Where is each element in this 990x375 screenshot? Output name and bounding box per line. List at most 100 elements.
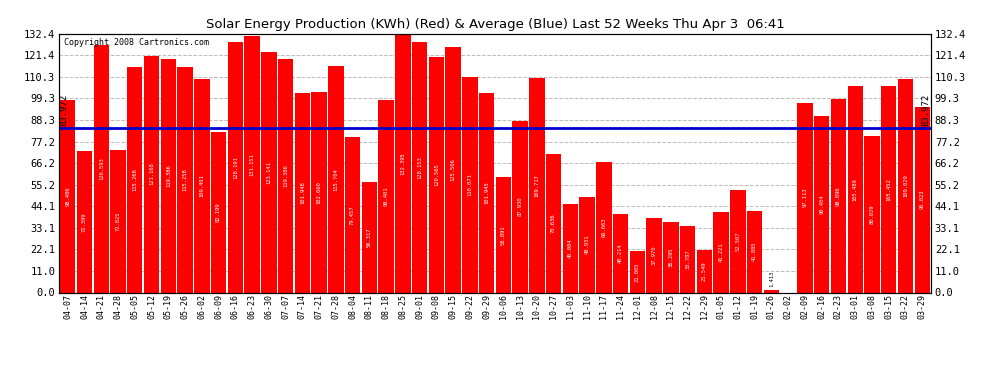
Text: 58.891: 58.891: [501, 225, 506, 245]
Text: 105.489: 105.489: [852, 178, 857, 201]
Bar: [747, 211, 762, 292]
Bar: [395, 34, 411, 292]
Bar: [496, 177, 511, 292]
Bar: [429, 57, 445, 292]
Bar: [228, 42, 243, 292]
Bar: [513, 121, 528, 292]
Text: 128.191: 128.191: [233, 156, 238, 178]
Text: 102.660: 102.660: [317, 181, 322, 204]
Text: 109.401: 109.401: [199, 174, 204, 197]
Bar: [312, 92, 327, 292]
Text: 121.168: 121.168: [149, 163, 154, 186]
Bar: [814, 116, 830, 292]
Text: 56.317: 56.317: [367, 228, 372, 247]
Bar: [110, 150, 126, 292]
Bar: [714, 212, 729, 292]
Bar: [412, 42, 428, 292]
Text: 126.593: 126.593: [99, 158, 104, 180]
Bar: [261, 52, 276, 292]
Text: 119.386: 119.386: [165, 165, 171, 187]
Text: 101.948: 101.948: [300, 182, 305, 204]
Text: 120.565: 120.565: [434, 164, 439, 186]
Bar: [763, 290, 779, 292]
Text: 83.972: 83.972: [922, 94, 931, 126]
Bar: [446, 47, 460, 292]
Bar: [596, 162, 612, 292]
Text: 98.486: 98.486: [65, 186, 70, 206]
Bar: [847, 86, 863, 292]
Bar: [630, 252, 645, 292]
Bar: [60, 100, 75, 292]
Bar: [697, 251, 712, 292]
Text: 98.896: 98.896: [836, 186, 841, 206]
Bar: [378, 100, 394, 292]
Text: 132.395: 132.395: [400, 152, 405, 174]
Text: Copyright 2008 Cartronics.com: Copyright 2008 Cartronics.com: [63, 38, 209, 46]
Bar: [211, 132, 227, 292]
Text: 131.151: 131.151: [249, 153, 254, 176]
Bar: [530, 78, 544, 292]
Bar: [278, 59, 293, 292]
Text: 98.401: 98.401: [383, 187, 389, 206]
Bar: [345, 137, 360, 292]
Text: 21.005: 21.005: [635, 262, 640, 282]
Bar: [680, 226, 695, 292]
Text: 109.029: 109.029: [903, 175, 908, 197]
Bar: [545, 154, 561, 292]
Text: 123.141: 123.141: [266, 161, 271, 183]
Text: 119.386: 119.386: [283, 165, 288, 187]
Text: 41.221: 41.221: [719, 243, 724, 262]
Text: 109.717: 109.717: [535, 174, 540, 196]
Text: 97.113: 97.113: [803, 188, 808, 207]
Bar: [881, 86, 896, 292]
Text: 87.930: 87.930: [518, 197, 523, 216]
Bar: [361, 183, 377, 292]
Bar: [328, 66, 344, 292]
Bar: [613, 214, 629, 292]
Text: 105.452: 105.452: [886, 178, 891, 201]
Text: 37.970: 37.970: [651, 246, 656, 265]
Text: 115.704: 115.704: [334, 168, 339, 191]
Bar: [898, 80, 913, 292]
Text: 1.413: 1.413: [769, 270, 774, 287]
Bar: [915, 107, 930, 292]
Text: 52.507: 52.507: [736, 231, 741, 251]
Title: Solar Energy Production (KWh) (Red) & Average (Blue) Last 52 Weeks Thu Apr 3  06: Solar Energy Production (KWh) (Red) & Av…: [206, 18, 784, 31]
Bar: [479, 93, 494, 292]
Text: 45.084: 45.084: [568, 239, 573, 258]
Bar: [127, 67, 143, 292]
Text: 66.663: 66.663: [601, 217, 607, 237]
Bar: [562, 204, 578, 292]
Bar: [731, 190, 745, 292]
Bar: [663, 222, 678, 292]
Text: 72.825: 72.825: [116, 211, 121, 231]
Bar: [797, 103, 813, 292]
Bar: [194, 79, 210, 292]
Text: 79.457: 79.457: [350, 205, 355, 225]
Text: 83.972: 83.972: [59, 94, 68, 126]
Text: 80.029: 80.029: [869, 204, 874, 224]
Text: 115.258: 115.258: [182, 168, 187, 191]
Bar: [177, 67, 193, 292]
Text: 115.268: 115.268: [133, 168, 138, 191]
Text: 36.295: 36.295: [668, 247, 673, 267]
Bar: [295, 93, 310, 292]
Text: 128.153: 128.153: [417, 156, 422, 178]
Text: 70.636: 70.636: [551, 214, 556, 233]
Text: 33.787: 33.787: [685, 250, 690, 269]
Bar: [579, 197, 595, 292]
Text: 90.404: 90.404: [819, 194, 825, 214]
Text: 125.506: 125.506: [450, 159, 455, 181]
Bar: [160, 59, 176, 292]
Bar: [646, 218, 662, 292]
Bar: [77, 151, 92, 292]
Text: 110.071: 110.071: [467, 174, 472, 196]
Text: 41.885: 41.885: [752, 242, 757, 261]
Bar: [864, 136, 880, 292]
Text: 82.199: 82.199: [216, 202, 221, 222]
Bar: [94, 45, 109, 292]
Bar: [462, 77, 477, 292]
Text: 48.931: 48.931: [585, 235, 590, 254]
Bar: [245, 36, 259, 292]
Bar: [144, 56, 159, 292]
